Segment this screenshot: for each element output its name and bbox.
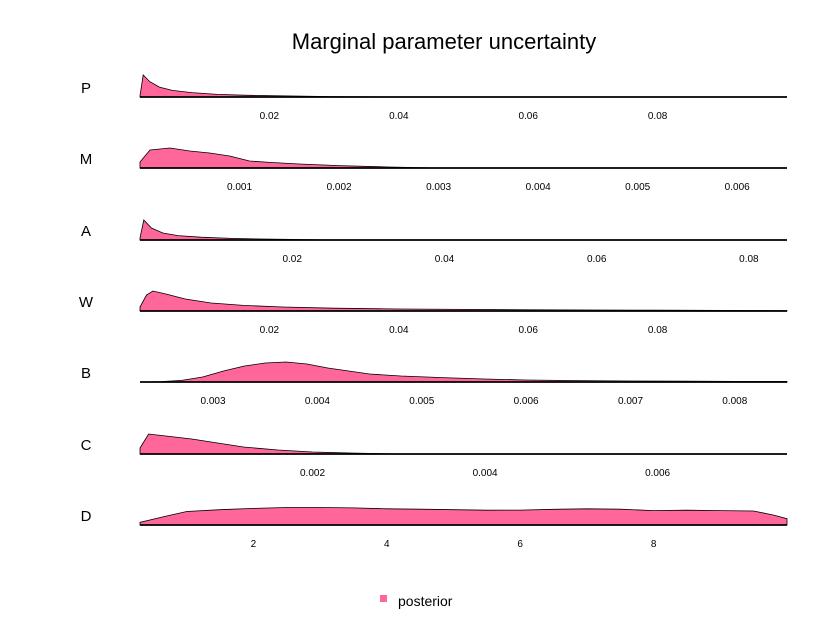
tick-label: 0.004 — [305, 396, 330, 407]
panel-m: M 0.001 0.002 0.003 0.004 0.005 0.006 — [80, 147, 787, 193]
legend: posterior — [380, 593, 453, 609]
tick-label: 6 — [517, 539, 523, 550]
tick-label: 0.002 — [327, 182, 352, 193]
tick-label: 2 — [251, 539, 257, 550]
tick-label: 0.006 — [514, 396, 539, 407]
density-area — [139, 361, 788, 383]
panel-a: A 0.02 0.04 0.06 0.08 — [81, 219, 787, 265]
tick-label: 0.001 — [227, 182, 252, 193]
tick-label: 0.06 — [587, 254, 607, 265]
density-area — [139, 433, 399, 455]
legend-swatch — [380, 595, 387, 602]
density-area — [139, 74, 399, 98]
density-area — [139, 219, 331, 241]
panel-c: C 0.002 0.004 0.006 — [81, 433, 787, 479]
legend-label: posterior — [398, 593, 453, 609]
tick-label: 0.08 — [648, 111, 668, 122]
panel-label: W — [79, 294, 94, 311]
panel-label: M — [80, 151, 93, 168]
tick-label: 0.003 — [200, 396, 225, 407]
panel-label: C — [81, 437, 92, 454]
density-area — [139, 290, 788, 312]
tick-label: 0.006 — [645, 468, 670, 479]
density-area — [139, 507, 788, 526]
panel-p: P 0.02 0.04 0.06 0.08 — [81, 74, 787, 122]
panel-label: D — [81, 508, 92, 525]
tick-label: 0.02 — [260, 111, 280, 122]
panels-group: P 0.02 0.04 0.06 0.08 M 0.001 0.002 0.003 0.004 0.… — [79, 74, 788, 550]
tick-label: 0.005 — [409, 396, 434, 407]
tick-label: 0.005 — [625, 182, 650, 193]
panel-label: P — [81, 80, 91, 97]
panel-b: B 0.003 0.004 0.005 0.006 0.007 0.008 — [81, 361, 788, 407]
tick-label: 0.04 — [389, 325, 409, 336]
tick-label: 0.04 — [389, 111, 409, 122]
chart-title: Marginal parameter uncertainty — [292, 29, 596, 54]
density-area — [139, 147, 439, 169]
tick-label: 4 — [384, 539, 390, 550]
panel-w: W 0.02 0.04 0.06 0.08 — [79, 290, 788, 336]
tick-label: 0.04 — [435, 254, 455, 265]
tick-label: 0.002 — [300, 468, 325, 479]
tick-label: 0.003 — [426, 182, 451, 193]
tick-label: 0.004 — [473, 468, 498, 479]
tick-label: 8 — [651, 539, 657, 550]
panel-label: B — [81, 365, 91, 382]
tick-label: 0.06 — [518, 325, 538, 336]
tick-label: 0.008 — [722, 396, 747, 407]
tick-label: 0.006 — [725, 182, 750, 193]
tick-label: 0.007 — [618, 396, 643, 407]
tick-label: 0.004 — [526, 182, 551, 193]
tick-label: 0.08 — [739, 254, 759, 265]
panel-d: D 2 4 6 8 — [81, 507, 788, 550]
panel-label: A — [81, 223, 91, 240]
tick-label: 0.02 — [282, 254, 302, 265]
tick-label: 0.08 — [648, 325, 668, 336]
tick-label: 0.06 — [518, 111, 538, 122]
tick-label: 0.02 — [260, 325, 280, 336]
